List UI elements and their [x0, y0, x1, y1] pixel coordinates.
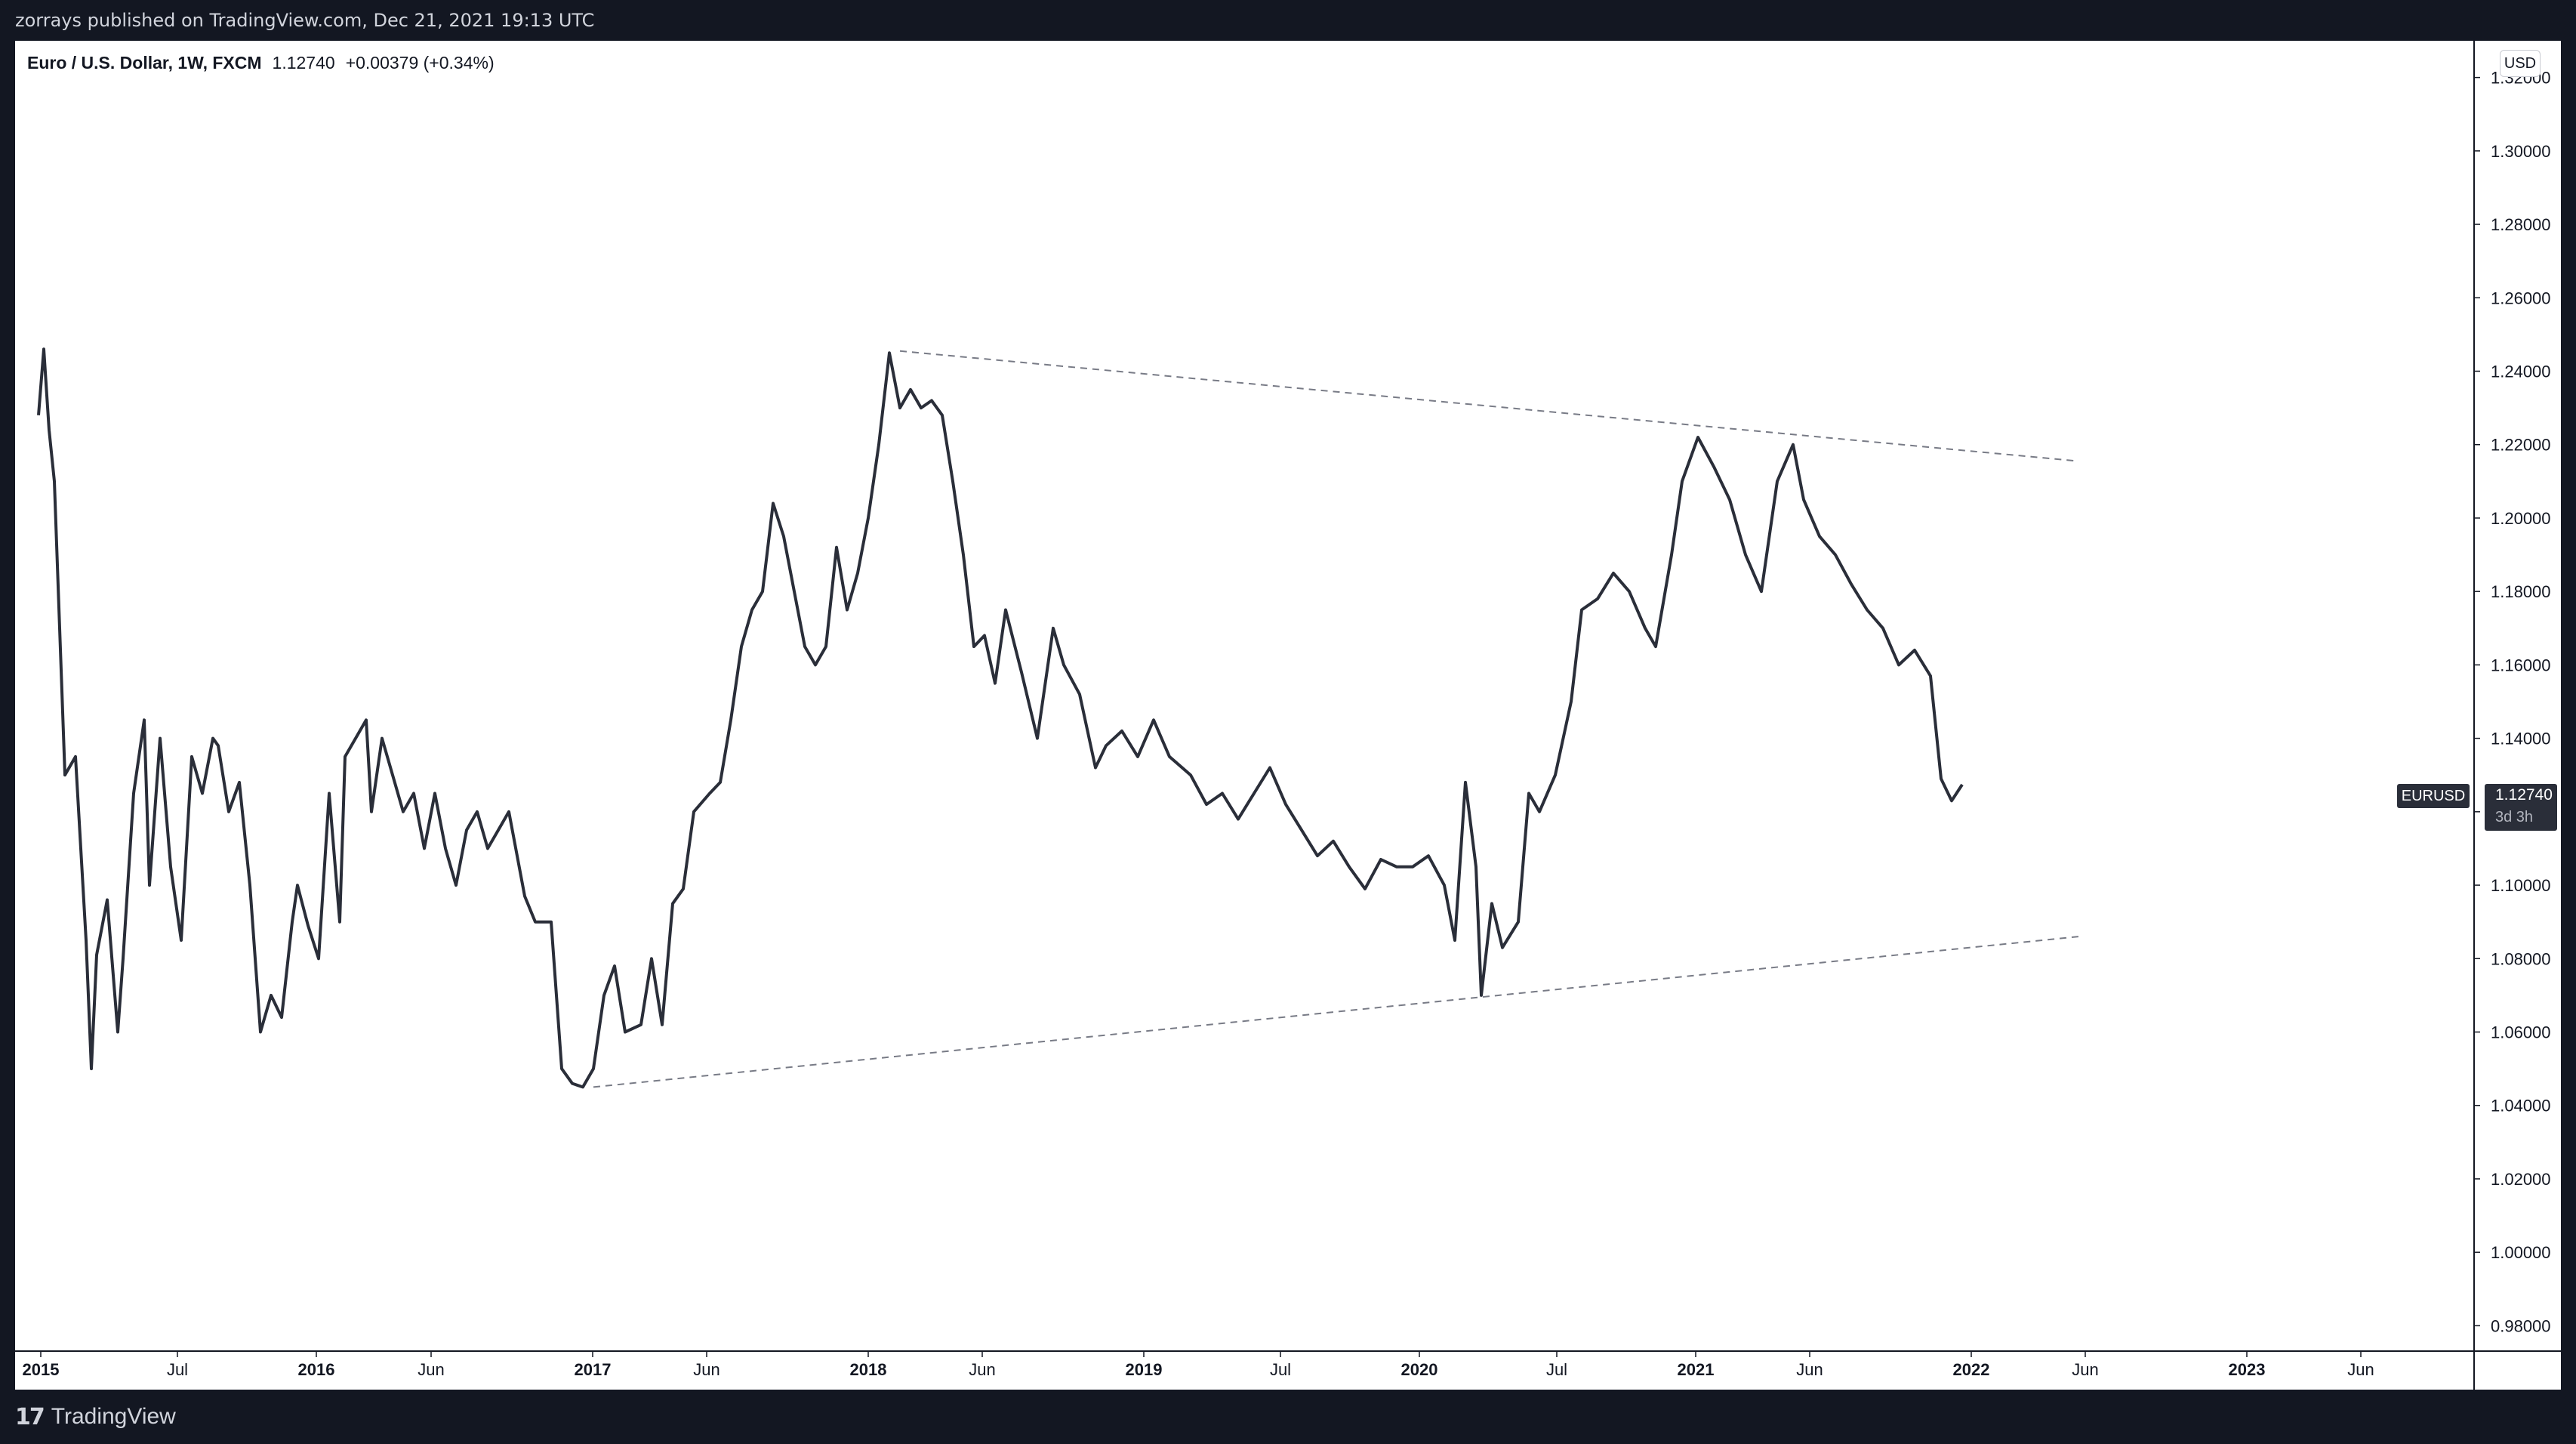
y-tick-label: 1.10000	[2491, 876, 2551, 895]
tradingview-logo[interactable]: 17 TradingView	[15, 1404, 176, 1430]
y-tick-label: 1.26000	[2491, 288, 2551, 307]
y-tick-label: 1.08000	[2491, 949, 2551, 968]
x-tick-label: 2019	[1126, 1360, 1163, 1379]
y-tick-label: 1.04000	[2491, 1097, 2551, 1115]
price-line	[37, 347, 1964, 1089]
y-tick-label: 1.06000	[2491, 1023, 2551, 1042]
y-tick-label: 1.02000	[2491, 1170, 2551, 1189]
y-tick-label: 1.18000	[2491, 582, 2551, 601]
x-tick-label: Jul	[1546, 1360, 1567, 1379]
bottom-bar: 17 TradingView	[0, 1390, 2576, 1444]
x-tick-label: Jun	[418, 1360, 444, 1379]
lower-trendline	[593, 936, 2079, 1088]
price-chart[interactable]: 0.98000 1.00000 1.02000 1.04000 1.06000 1.080…	[15, 41, 2561, 1390]
symbol-label: Euro / U.S. Dollar, 1W, FXCM	[27, 53, 262, 73]
y-tick-label: 1.00000	[2491, 1243, 2551, 1262]
y-tick-label: 1.20000	[2491, 509, 2551, 528]
y-tick-label: 1.28000	[2491, 215, 2551, 234]
x-tick-label: Jun	[2347, 1360, 2374, 1379]
x-tick-label: 2020	[1401, 1360, 1438, 1379]
x-tick-label: 2015	[23, 1360, 60, 1379]
y-tick-label: 1.16000	[2491, 656, 2551, 674]
countdown-label: 3d 3h	[2495, 809, 2534, 825]
x-tick-label: 2018	[850, 1360, 887, 1379]
y-tick-label: 1.30000	[2491, 142, 2551, 161]
x-tick-label: Jul	[167, 1360, 188, 1379]
x-tick-label: 2017	[575, 1360, 612, 1379]
y-tick-label: 0.98000	[2491, 1316, 2551, 1335]
trendlines-layer	[593, 350, 2079, 1088]
change-label: +0.00379 (+0.34%)	[345, 53, 495, 73]
x-tick-label: 2022	[1953, 1360, 1990, 1379]
upper-trendline	[899, 350, 2079, 462]
y-tick-label: 1.24000	[2491, 363, 2551, 381]
publish-info: zorrays published on TradingView.com, De…	[15, 10, 595, 31]
x-tick-label: Jul	[1270, 1360, 1291, 1379]
chart-frame[interactable]: 0.98000 1.00000 1.02000 1.04000 1.06000 1.080…	[15, 41, 2561, 1390]
top-bar: zorrays published on TradingView.com, De…	[0, 0, 2576, 41]
currency-button[interactable]: USD	[2500, 50, 2541, 77]
ticker-tag: EURUSD	[2397, 784, 2470, 808]
series-layer	[37, 347, 1964, 1089]
x-tick-label: 2016	[298, 1360, 335, 1379]
x-tick-label: Jun	[1796, 1360, 1823, 1379]
x-tick-label: 2023	[2229, 1360, 2266, 1379]
axes-layer: 0.98000 1.00000 1.02000 1.04000 1.06000 1.080…	[15, 41, 2561, 1390]
brand-name: TradingView	[51, 1404, 176, 1429]
x-tick-label: Jun	[969, 1360, 995, 1379]
last-price-value: 1.12740	[2495, 786, 2553, 804]
x-tick-label: Jun	[2072, 1360, 2098, 1379]
y-tick-label: 1.14000	[2491, 730, 2551, 748]
last-price-label: 1.12740	[272, 53, 335, 73]
x-tick-label: 2021	[1678, 1360, 1715, 1379]
tradingview-logo-icon: 17	[15, 1403, 45, 1430]
last-price-tag: 1.12740 3d 3h	[2485, 784, 2557, 831]
chart-legend: Euro / U.S. Dollar, 1W, FXCM 1.12740 +0.…	[27, 53, 495, 73]
y-tick-label: 1.22000	[2491, 436, 2551, 455]
x-tick-label: Jun	[693, 1360, 719, 1379]
